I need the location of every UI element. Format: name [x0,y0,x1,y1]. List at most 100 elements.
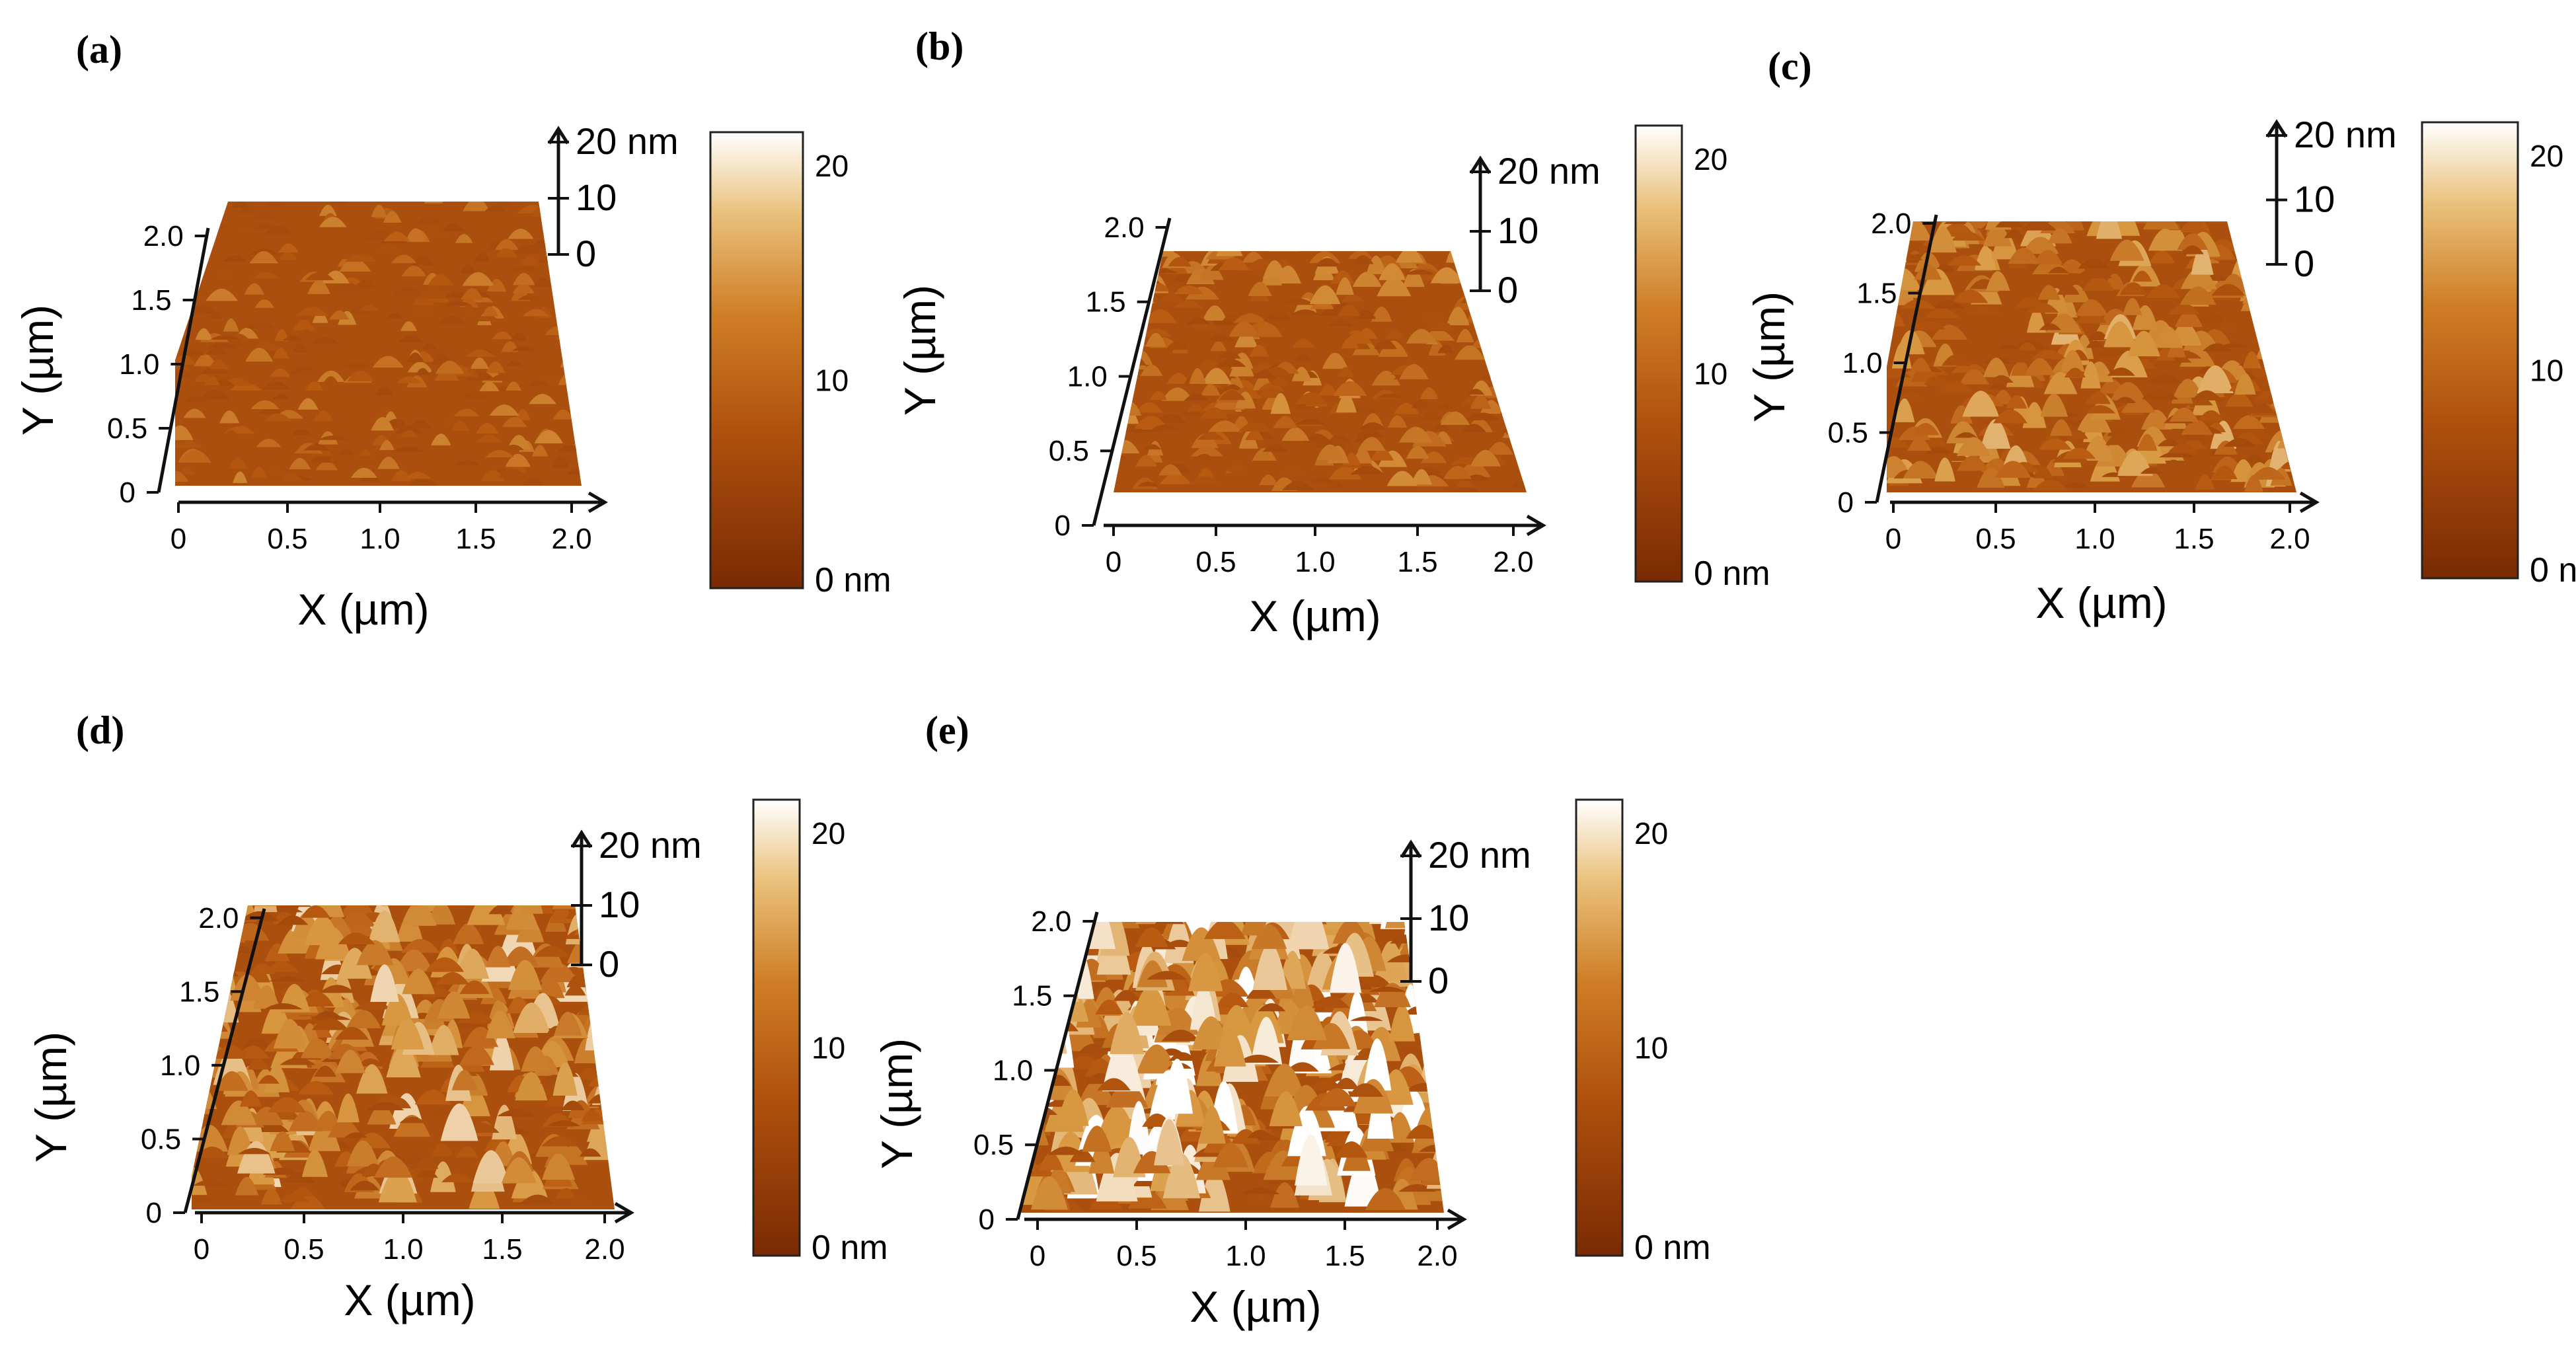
y-tick-label: 2.0 [1031,905,1071,938]
surface-peak [1201,383,1221,396]
surface-peak [513,272,535,285]
surface-peak [260,1188,282,1205]
surface-peak [502,444,525,451]
x-tick-label: 2.0 [584,1233,625,1266]
surface-peak [212,227,243,234]
x-tick-label: 0.5 [1116,1240,1156,1272]
surface-peak [227,1126,254,1155]
surface-peak [1470,449,1501,467]
surface-peak [1481,329,1504,345]
surface-peak [1264,1063,1305,1097]
surface-peak [453,923,484,944]
surface-peak [2277,426,2296,449]
surface-peak [1158,464,1182,476]
surface-peak [510,332,527,341]
surface-peak [1427,320,1456,332]
surface-peak [1934,457,1955,482]
surface-peak [192,933,221,964]
surface-peak [266,961,299,973]
surface-peak [437,991,471,1019]
surface-peak [251,466,267,478]
surface-peak [1198,1106,1226,1144]
surface-peak [223,441,249,448]
surface-peak [601,1082,615,1118]
surface-peak [1174,285,1204,295]
surface-peak [444,301,473,306]
surface-peak [460,264,476,274]
surface-peak [408,420,432,428]
surface-peak [1135,402,1163,413]
surface-peak [1930,300,1966,309]
surface-peak [1168,257,1192,267]
surface-peak [476,434,503,443]
surface-peak [1470,395,1492,409]
surface-peak [428,274,453,286]
surface-peak [235,1176,259,1196]
surface-peak [2145,284,2181,298]
surface-peak [2257,272,2292,291]
surface-peak [1237,1054,1279,1063]
surface-peak [206,348,228,355]
x-tick-label: 1.0 [2074,523,2115,555]
surface-peak [1030,1176,1068,1210]
surface-peak [561,1100,585,1110]
surface-peak [282,336,303,341]
surface-peak [1507,403,1527,415]
surface-peak [1159,473,1192,484]
surface-peak [2271,370,2296,381]
surface-peak [439,315,466,324]
surface-peak [1273,416,1298,428]
surface-peak [474,252,490,262]
surface-peak [266,202,283,206]
surface-peak [453,286,470,292]
surface-peak [545,1094,568,1106]
surface-peak [281,905,313,907]
surface-peak [346,1010,381,1028]
surface-peak [1254,413,1284,420]
y-tick-label: 2.0 [143,220,184,252]
surface-peak [486,946,511,968]
surface-peak [1155,922,1185,925]
surface-peak [350,467,378,478]
surface-peak [1137,481,1158,487]
surface-peak [1503,395,1525,401]
z-tick-label: 10 [599,884,640,925]
surface-peak [512,284,535,293]
surface-peak [350,1180,380,1191]
colorbar-tick-label: 0 nm [812,1229,888,1267]
surface-peak [1996,345,2020,350]
surface-peak [1295,418,1326,425]
surface-peak [1271,376,1288,386]
surface-peak [2279,391,2296,399]
surface-peak [1467,389,1485,395]
surface-peak [192,1034,212,1042]
surface-peak [1120,358,1140,366]
surface-peak [192,1125,229,1152]
surface-peak [1222,384,1243,391]
surface-peak [209,335,241,340]
surface-peak [1309,285,1341,305]
surface-peak [2202,343,2232,352]
surface-peak [1250,1016,1283,1065]
y-tick-label: 1.5 [131,284,171,317]
surface-peak [1293,286,1315,292]
surface-peak [299,991,334,1007]
x-axis-arrow [587,491,608,514]
surface-peak [195,1146,229,1159]
surface-peak [221,255,247,262]
surface-peak [564,361,582,371]
surface-peak [579,1148,601,1157]
x-tick-label: 0.5 [284,1233,324,1266]
surface-peak [1426,1075,1444,1089]
surface-peak [278,915,309,925]
surface-peak [1337,367,1355,377]
surface-peak [1508,387,1527,403]
surface-peak [2265,341,2290,349]
surface-peak [374,1156,413,1178]
surface-peak [1114,322,1139,330]
surface-peak [175,425,194,440]
surface-peak [1352,272,1382,287]
surface-peak [1399,363,1429,379]
surface-peak [1443,465,1472,479]
surface-peak [1421,411,1441,420]
